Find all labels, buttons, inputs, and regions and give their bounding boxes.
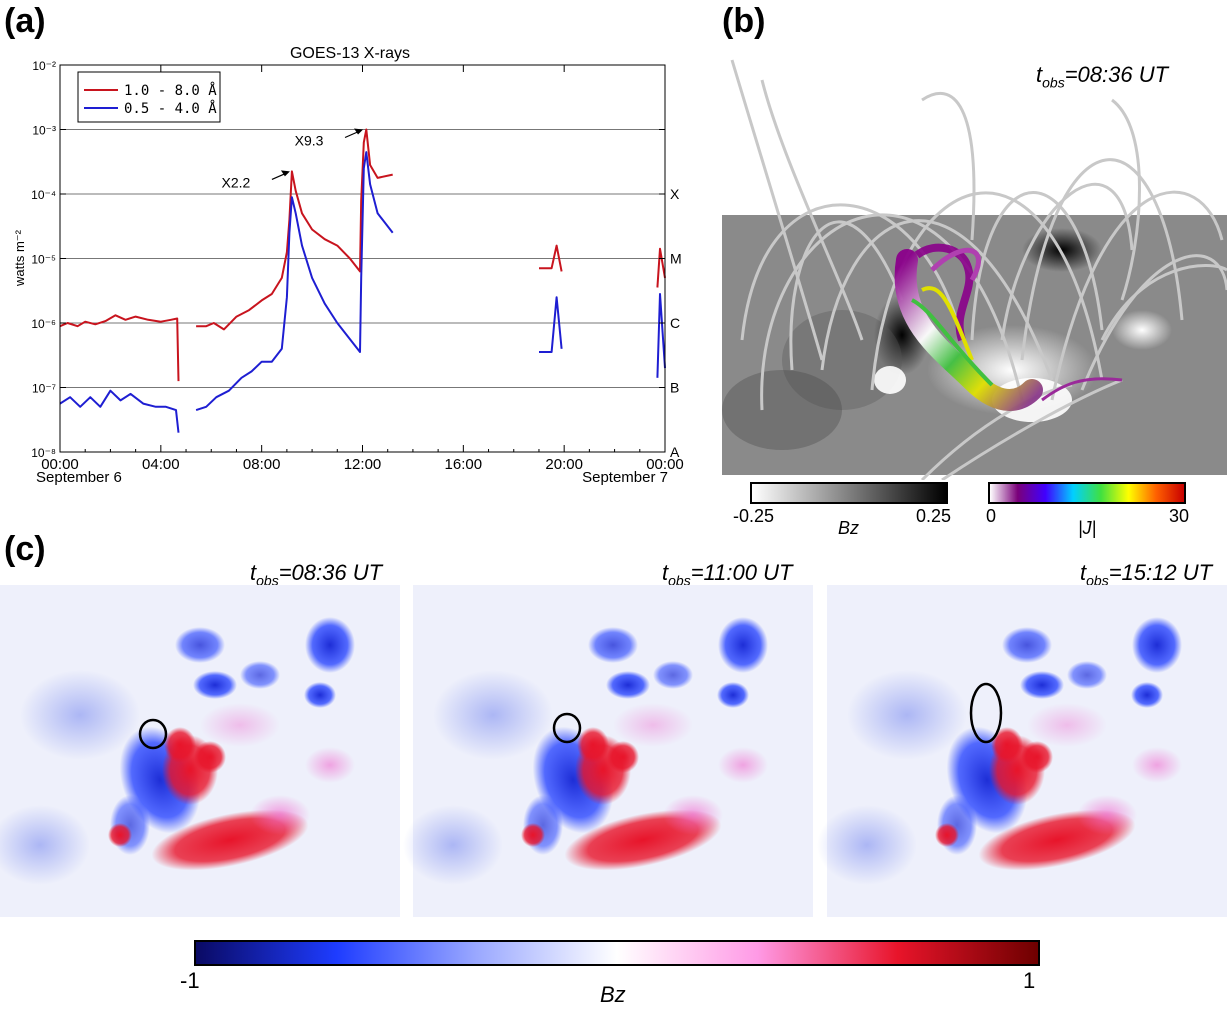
bz-min-label: -1 [180,968,200,993]
series-group [59,128,666,433]
flare-class-label: A [670,444,680,460]
panel-label-b: (b) [722,2,766,40]
annotation-label: X9.3 [295,133,324,149]
chart-title: GOES-13 X-rays [290,45,410,62]
annotation-label: X2.2 [222,174,251,190]
date-right: September 7 [582,469,668,486]
bz-max-label: 1 [1023,968,1036,993]
axis-ticks: 10⁻⁸ 10⁻⁷ 10⁻⁶ 10⁻⁵ 10⁻⁴ 10⁻³ 10⁻² 00:00 04:00 08… [31,59,684,473]
bz-gray-name: Bz [838,518,860,538]
bz-map-2 [403,585,813,917]
y-tick-label: 10⁻⁷ [32,382,56,396]
bz-gray-max-label: 0.25 [916,506,952,526]
x-tick-label: 08:00 [243,456,281,473]
annotations: X2.2 X9.3 [222,128,364,190]
x-tick-label: 20:00 [545,456,583,473]
annotation-arrowhead [280,170,290,177]
y-tick-label: 10⁻⁵ [31,253,56,267]
flux-rope [894,243,1123,411]
y-tick-label: 10⁻⁸ [31,446,56,460]
bz-maps [0,585,1227,917]
map1-time-label: tobs=08:36 UT [250,560,383,589]
highlight-ellipse-1 [138,718,168,750]
x-tick-label: 00:00 [646,456,684,473]
bz-map-3 [817,585,1227,917]
x-tick-label: 04:00 [142,456,180,473]
flare-class-label: M [670,251,682,267]
highlight-ellipse-3 [969,682,1003,744]
panel-label-a: (a) [4,2,46,40]
flare-class-label: X [670,186,680,202]
y-axis-label: watts m⁻² [12,229,27,287]
x-tick-label: 12:00 [344,456,382,473]
j-name: |J| [1078,518,1097,538]
j-max-label: 30 [1169,506,1190,526]
x-tick-label: 16:00 [445,456,483,473]
bz-gray-min-label: -0.25 [733,506,775,526]
legend: 1.0 - 8.0 Å 0.5 - 4.0 Å [77,71,221,123]
series-line-1 [59,151,666,433]
goes-xray-chart: 10⁻⁸ 10⁻⁷ 10⁻⁶ 10⁻⁵ 10⁻⁴ 10⁻³ 10⁻² 00:00 04:00 08… [12,45,684,486]
y-tick-label: 10⁻² [32,59,56,73]
panel-b-time-label: tobs=08:36 UT [1036,62,1169,91]
bz-colorbar [194,940,1040,966]
x-tick-label: 00:00 [41,456,79,473]
flare-class-label: B [670,380,679,396]
date-left: September 6 [36,469,122,486]
field-lines [730,59,1227,480]
map3-time-label: tobs=15:12 UT [1080,560,1213,589]
current-density-colorbar [988,482,1186,504]
legend-label-long: 1.0 - 8.0 Å [124,82,217,99]
field-line-render [722,59,1227,480]
bz-gray-colorbar [750,482,948,504]
panel-label-c: (c) [4,530,46,568]
map2-time-label: tobs=11:00 UT [662,560,793,589]
bz-map-1 [0,585,400,917]
highlight-ellipse-2 [552,712,582,744]
y-tick-label: 10⁻⁴ [31,188,56,202]
legend-label-short: 0.5 - 4.0 Å [124,100,217,117]
j-min-label: 0 [986,506,997,526]
flare-class-label: C [670,315,680,331]
y-tick-label: 10⁻³ [32,124,56,138]
annotation-arrowhead [354,128,364,135]
y-tick-label: 10⁻⁶ [31,317,56,331]
bz-name: Bz [600,982,626,1007]
series-line-0 [59,128,666,382]
